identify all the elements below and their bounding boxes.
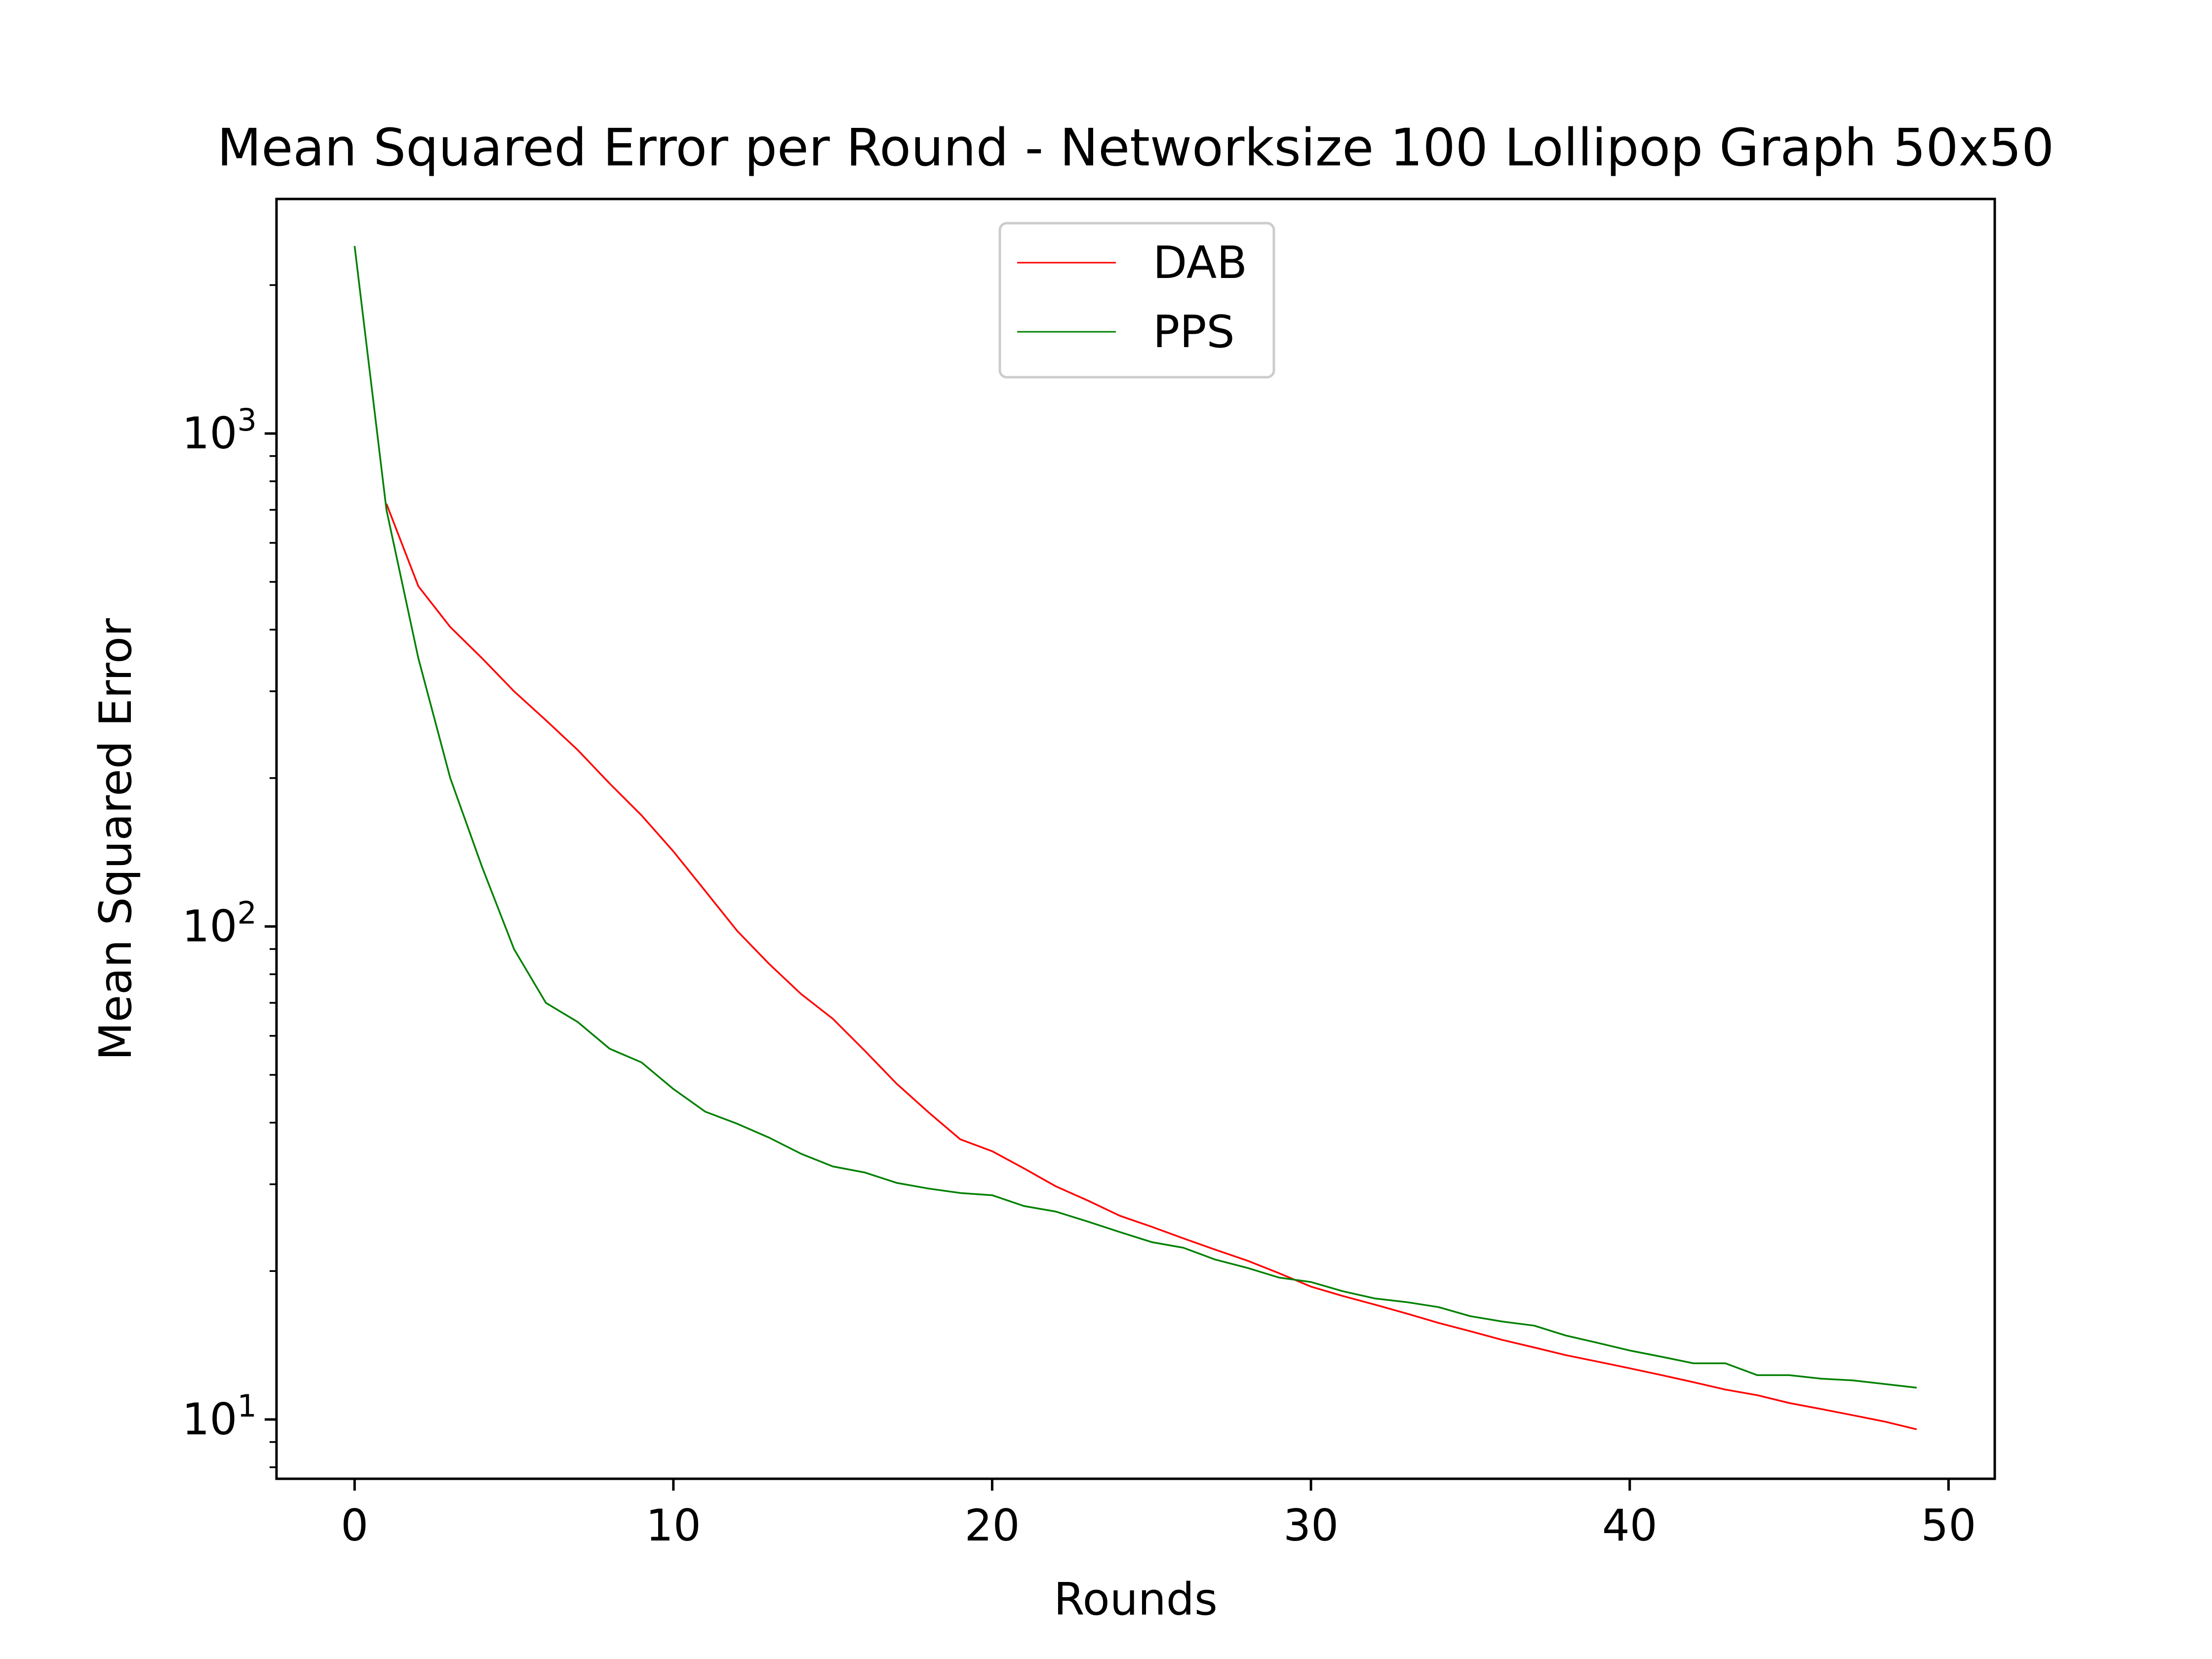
x-tick-label: 30 xyxy=(1283,1500,1339,1551)
x-axis-ticks: 0 10 20 30 40 50 xyxy=(341,1479,1976,1551)
series-layer xyxy=(354,246,1917,1430)
series-line-pps xyxy=(354,246,1917,1389)
y-tick-label: 103 xyxy=(182,402,257,459)
x-tick-label: 50 xyxy=(1921,1500,1976,1551)
plot-background xyxy=(276,199,1995,1479)
y-axis-ticks: 101 102 103 xyxy=(182,402,276,1445)
plot-frame xyxy=(275,198,1996,1480)
legend-label-dab: DAB xyxy=(1153,237,1247,289)
x-tick-label: 40 xyxy=(1602,1500,1658,1551)
legend: DAB PPS xyxy=(998,222,1275,379)
legend-box xyxy=(998,222,1275,379)
y-tick-label: 102 xyxy=(182,895,257,951)
series-line-dab xyxy=(386,503,1917,1430)
x-axis-label: Rounds xyxy=(1054,1574,1218,1625)
legend-label-pps: PPS xyxy=(1153,306,1235,358)
y-axis-label: Mean Squared Error xyxy=(90,618,142,1061)
x-tick-label: 20 xyxy=(964,1500,1020,1551)
y-tick-label: 101 xyxy=(182,1388,257,1445)
chart-title: Mean Squared Error per Round - Networksi… xyxy=(217,118,2054,178)
x-tick-label: 10 xyxy=(646,1500,701,1551)
x-tick-label: 0 xyxy=(341,1500,368,1551)
